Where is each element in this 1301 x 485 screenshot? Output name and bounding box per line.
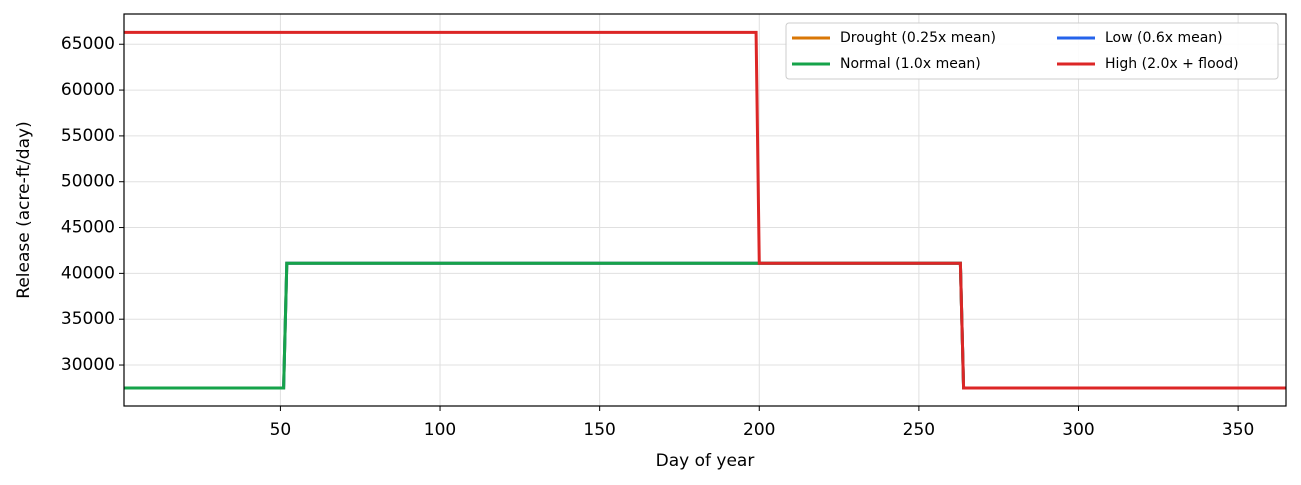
y-axis-label: Release (acre-ft/day) (14, 121, 34, 298)
plot (124, 30, 1286, 390)
legend-label: High (2.0x + flood) (1105, 56, 1239, 72)
y-tick-label: 55000 (61, 126, 115, 146)
series-line (124, 30, 1286, 390)
y-tick-label: 60000 (61, 80, 115, 100)
y-tick-label: 30000 (61, 355, 115, 375)
y-tick-label: 45000 (61, 218, 115, 238)
legend-label: Low (0.6x mean) (1105, 30, 1223, 46)
legend-label: Drought (0.25x mean) (840, 30, 996, 46)
x-tick-label: 250 (903, 420, 935, 440)
x-axis-label: Day of year (656, 451, 755, 471)
y-tick-label: 35000 (61, 309, 115, 329)
series-line (124, 261, 1286, 390)
series-line (124, 261, 1286, 390)
legend-label: Normal (1.0x mean) (840, 56, 981, 72)
x-tick-label: 100 (424, 420, 456, 440)
x-tick-label: 200 (743, 420, 775, 440)
legend-box (785, 22, 1279, 80)
y-tick-label: 40000 (61, 263, 115, 283)
x-tick-label: 350 (1222, 420, 1254, 440)
x-tick-label: 150 (583, 420, 615, 440)
series-line (124, 261, 1286, 390)
y-tick-label: 65000 (61, 34, 115, 54)
legend: Drought (0.25x mean) Low (0.6x mean) Norma… (785, 22, 1279, 80)
y-tick-label: 50000 (61, 172, 115, 192)
x-tick-label: 300 (1062, 420, 1094, 440)
x-tick-label: 50 (270, 420, 292, 440)
plot-frame (123, 13, 1287, 407)
